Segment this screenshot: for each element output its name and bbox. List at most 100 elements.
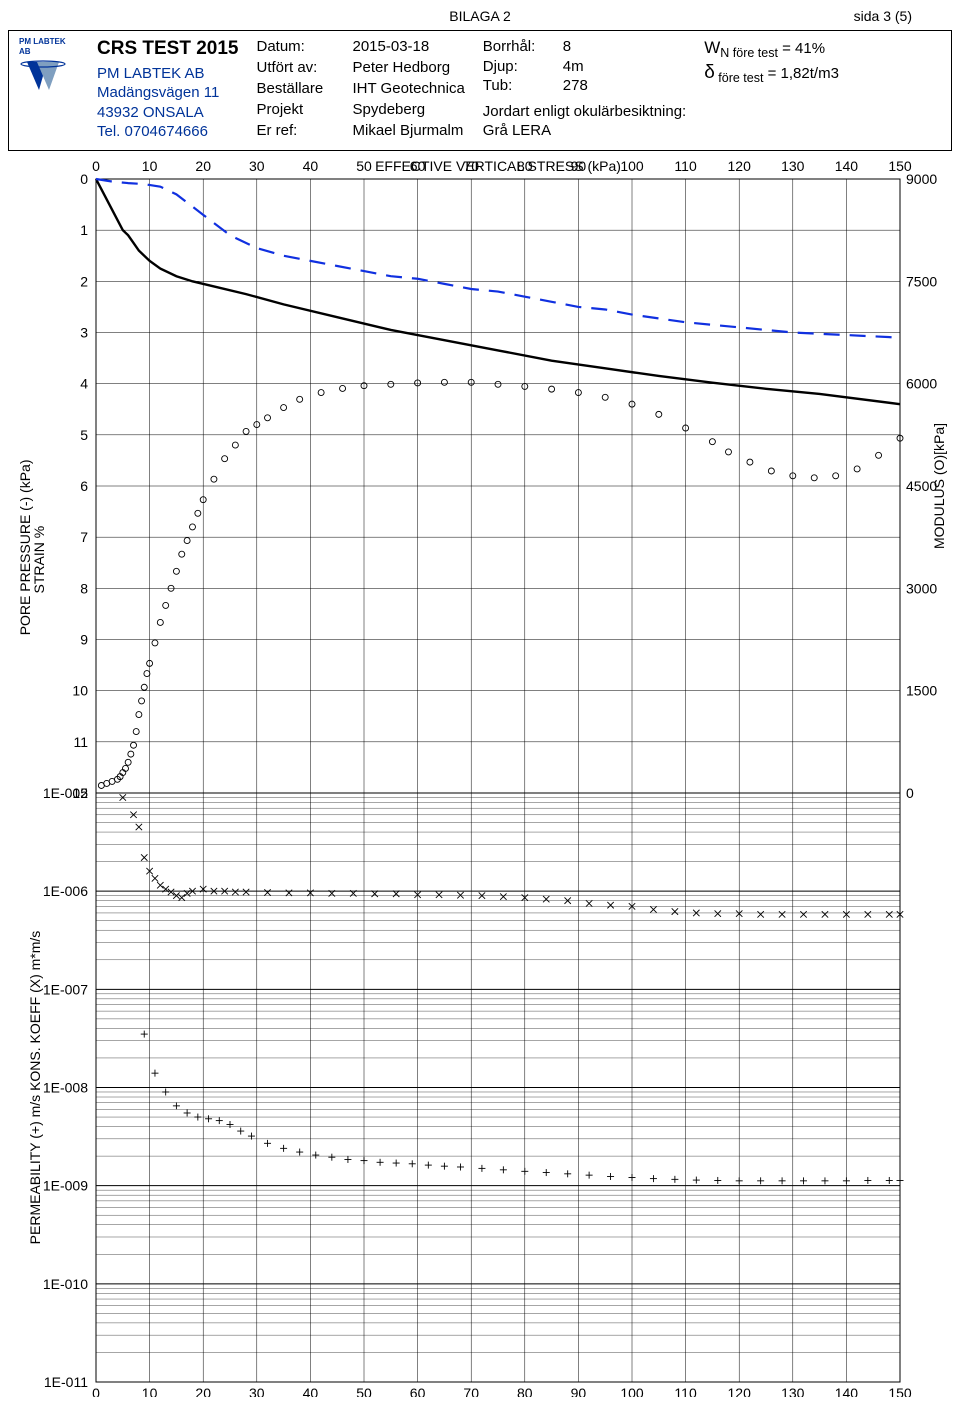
svg-text:20: 20 — [195, 158, 211, 174]
modulus-marker — [854, 466, 860, 472]
meta-label: Tub: — [483, 76, 555, 96]
svg-text:10: 10 — [142, 158, 158, 174]
meta-value: 2015-03-18 — [353, 37, 465, 58]
svg-text:PERMEABILITY (+) m/s KONS. KOE: PERMEABILITY (+) m/s KONS. KOEFF (X) m*m… — [27, 930, 43, 1244]
meta-value: 4m — [563, 57, 686, 77]
param-delta-sub: före test — [715, 71, 764, 85]
meta-value: 278 — [563, 76, 686, 96]
modulus-marker — [211, 476, 217, 482]
modulus-marker — [549, 386, 555, 392]
svg-text:30: 30 — [249, 1385, 265, 1397]
meta-label: Djup: — [483, 57, 555, 77]
modulus-marker — [495, 381, 501, 387]
svg-text:9: 9 — [80, 631, 88, 647]
modulus-marker — [811, 475, 817, 481]
meta-label: Utfört av: — [257, 58, 343, 79]
svg-text:70: 70 — [463, 158, 479, 174]
svg-text:50: 50 — [356, 158, 372, 174]
param-delta-symbol: δ — [704, 62, 715, 83]
modulus-marker — [189, 524, 195, 530]
jordart-value: Grå LERA — [483, 121, 686, 141]
svg-text:10: 10 — [142, 1385, 158, 1397]
modulus-marker — [656, 411, 662, 417]
modulus-marker — [876, 452, 882, 458]
param-w-sub: N före test — [720, 46, 778, 60]
logo-text: PM LABTEK AB — [19, 37, 79, 58]
modulus-marker — [222, 455, 228, 461]
modulus-marker — [139, 698, 145, 704]
svg-text:100: 100 — [620, 158, 644, 174]
param-w-symbol: W — [704, 38, 720, 57]
svg-text:80: 80 — [517, 1385, 533, 1397]
company-line: Tel. 0704674666 — [97, 122, 239, 142]
modulus-marker — [709, 438, 715, 444]
svg-text:20: 20 — [195, 1385, 211, 1397]
svg-text:40: 40 — [303, 158, 319, 174]
modulus-marker — [265, 414, 271, 420]
param-delta-val: = 1,82t/m3 — [763, 65, 838, 82]
svg-text:90: 90 — [571, 158, 587, 174]
modulus-marker — [195, 510, 201, 516]
svg-text:11: 11 — [73, 734, 88, 750]
svg-text:60: 60 — [410, 1385, 426, 1397]
report-header-box: PM LABTEK AB CRS TEST 2015 PM LABTEK AB … — [8, 30, 952, 151]
svg-text:90: 90 — [571, 1385, 587, 1397]
report-title: CRS TEST 2015 — [97, 37, 239, 62]
modulus-marker — [232, 442, 238, 448]
meta-value: 8 — [563, 37, 686, 57]
svg-text:130: 130 — [781, 158, 805, 174]
meta-label: Er ref: — [257, 121, 343, 142]
page-header-right: sida 3 (5) — [854, 8, 912, 24]
meta-label: Beställare — [257, 79, 343, 100]
meta-value: Peter Hedborg — [353, 58, 465, 79]
svg-text:0: 0 — [80, 171, 88, 187]
meta-block-2: Borrhål:8Djup:4mTub:278 — [483, 37, 686, 96]
svg-text:100: 100 — [620, 1385, 644, 1397]
modulus-marker — [163, 602, 169, 608]
svg-text:MODULUS (O)[kPa]: MODULUS (O)[kPa] — [931, 423, 947, 549]
svg-text:110: 110 — [674, 1385, 697, 1397]
svg-text:STRAIN %: STRAIN % — [31, 526, 47, 594]
modulus-marker — [725, 449, 731, 455]
modulus-marker — [131, 742, 137, 748]
modulus-marker — [602, 394, 608, 400]
svg-text:50: 50 — [356, 1385, 372, 1397]
crs-chart: EFFECTIVE VERTICAL STRESS (kPa)001010202… — [8, 157, 952, 1397]
modulus-marker — [179, 551, 185, 557]
svg-text:0: 0 — [906, 785, 914, 801]
modulus-marker — [125, 759, 131, 765]
modulus-marker — [441, 379, 447, 385]
modulus-marker — [388, 381, 394, 387]
right-params: WN före test = 41% δ före test = 1,82t/m… — [704, 37, 839, 142]
svg-text:140: 140 — [835, 1385, 859, 1397]
modulus-marker — [747, 459, 753, 465]
svg-text:1500: 1500 — [906, 682, 937, 698]
modulus-marker — [152, 640, 158, 646]
modulus-marker — [136, 711, 142, 717]
svg-text:40: 40 — [303, 1385, 319, 1397]
svg-text:PORE PRESSURE (-) (kPa): PORE PRESSURE (-) (kPa) — [17, 459, 33, 635]
meta-value: Spydeberg — [353, 100, 465, 121]
meta-value: IHT Geotechnica — [353, 79, 465, 100]
modulus-marker — [318, 389, 324, 395]
modulus-marker — [144, 670, 150, 676]
svg-text:8: 8 — [80, 580, 88, 596]
svg-text:1E-010: 1E-010 — [43, 1276, 88, 1292]
svg-text:120: 120 — [728, 1385, 752, 1397]
svg-text:7: 7 — [80, 529, 88, 545]
svg-text:6: 6 — [80, 478, 88, 494]
modulus-marker — [340, 385, 346, 391]
company-line: PM LABTEK AB — [97, 64, 239, 84]
company-line: Madängsvägen 11 — [97, 83, 239, 103]
page-header-center: BILAGA 2 — [449, 8, 510, 24]
svg-text:9000: 9000 — [906, 171, 937, 187]
svg-text:0: 0 — [92, 1385, 100, 1397]
modulus-marker — [173, 568, 179, 574]
modulus-marker — [133, 728, 139, 734]
modulus-marker — [157, 619, 163, 625]
company-line: 43932 ONSALA — [97, 103, 239, 123]
modulus-marker — [768, 468, 774, 474]
svg-text:6000: 6000 — [906, 375, 937, 391]
modulus-marker — [184, 537, 190, 543]
param-w-val: = 41% — [778, 40, 825, 57]
